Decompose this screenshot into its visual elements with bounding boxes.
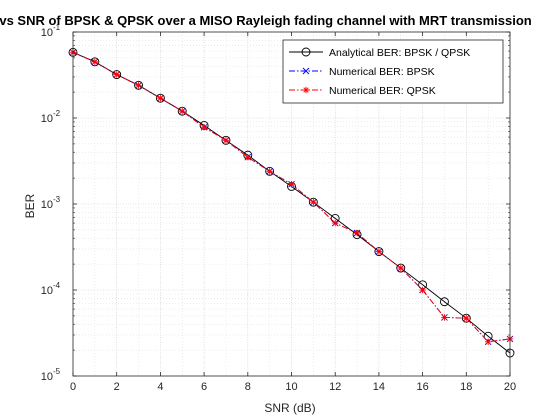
x-tick-label: 16: [416, 381, 428, 393]
legend-label: Numerical BER: BPSK: [329, 66, 435, 78]
x-tick-label: 4: [157, 381, 163, 393]
data-point: [332, 219, 339, 227]
chart-title: BER vs SNR of BPSK & QPSK over a MISO Ra…: [0, 13, 532, 28]
data-point: [375, 248, 383, 255]
y-tick-base: 10: [41, 371, 53, 383]
data-point: [157, 94, 164, 102]
legend-label: Analytical BER: BPSK / QPSK: [329, 47, 470, 59]
data-point: [112, 70, 122, 80]
x-tick-label: 12: [329, 381, 341, 393]
legend: Analytical BER: BPSK / QPSK Numerical BER…: [282, 39, 504, 104]
data-point: [177, 106, 187, 116]
data-point: [396, 263, 406, 273]
data-point: [265, 166, 275, 176]
data-point: [484, 338, 492, 345]
data-point: [113, 71, 120, 78]
data-point: [441, 314, 448, 321]
y-tick-label: 10 -2: [41, 109, 61, 125]
data-point: [397, 264, 404, 272]
x-tick-label: 6: [201, 381, 207, 393]
data-point: [134, 80, 144, 90]
legend-entry: Analytical BER: BPSK / QPSK: [289, 47, 470, 59]
data-point: [90, 57, 100, 67]
data-point: [135, 82, 142, 89]
y-axis-label: BER: [23, 193, 37, 218]
y-tick-exponent: -1: [53, 23, 61, 32]
data-point: [266, 168, 273, 175]
y-tick-label: 10 -5: [41, 367, 61, 383]
y-tick-base: 10: [41, 27, 53, 39]
x-tick-label: 0: [70, 381, 76, 393]
series-3: [69, 49, 514, 345]
y-tick-label: 10 -3: [41, 195, 61, 211]
data-point: [200, 124, 208, 131]
data-point: [179, 107, 186, 115]
legend-marker: [302, 86, 310, 94]
y-tick-exponent: -3: [53, 195, 61, 204]
y-tick-exponent: -5: [53, 367, 61, 376]
y-tick-label: 10 -4: [41, 281, 61, 297]
legend-entry: Numerical BER: BPSK: [289, 66, 435, 78]
x-tick-label: 2: [114, 381, 120, 393]
data-point: [221, 135, 231, 145]
y-tick-label: 10 -1: [41, 23, 61, 39]
x-tick-labels: 0 2 4 6 8 10 12 14 16 18 20: [70, 381, 516, 393]
data-point: [155, 93, 165, 103]
data-point: [463, 315, 470, 322]
legend-marker: [302, 67, 310, 75]
y-tick-exponent: -2: [53, 109, 61, 118]
y-tick-base: 10: [41, 113, 53, 125]
x-tick-label: 14: [373, 381, 385, 393]
data-point: [440, 297, 449, 307]
y-tick-base: 10: [41, 199, 53, 211]
data-point: [419, 286, 426, 294]
data-point: [244, 154, 251, 161]
y-tick-labels: 10-110-210-310-410-5: [41, 23, 61, 383]
legend-box: [282, 39, 504, 104]
data-point: [308, 197, 318, 207]
x-tick-label: 10: [285, 381, 297, 393]
y-tick-exponent: -4: [53, 281, 61, 290]
x-axis-label: SNR (dB): [264, 401, 315, 415]
y-tick-base: 10: [41, 285, 53, 297]
x-tick-label: 18: [460, 381, 472, 393]
x-tick-label: 8: [245, 381, 251, 393]
legend-marker: [301, 47, 311, 57]
data-point: [310, 198, 317, 206]
legend-label: Numerical BER: QPSK: [329, 85, 436, 97]
legend-entry: Numerical BER: QPSK: [289, 85, 436, 97]
data-point: [222, 137, 230, 144]
data-point: [374, 247, 384, 256]
data-point: [461, 313, 471, 323]
series-layer: [68, 47, 515, 358]
data-point: [91, 58, 99, 66]
x-tick-label: 20: [504, 381, 516, 393]
axis-ticks: [72, 31, 511, 377]
data-point: [288, 180, 295, 188]
data-point: [353, 229, 361, 237]
